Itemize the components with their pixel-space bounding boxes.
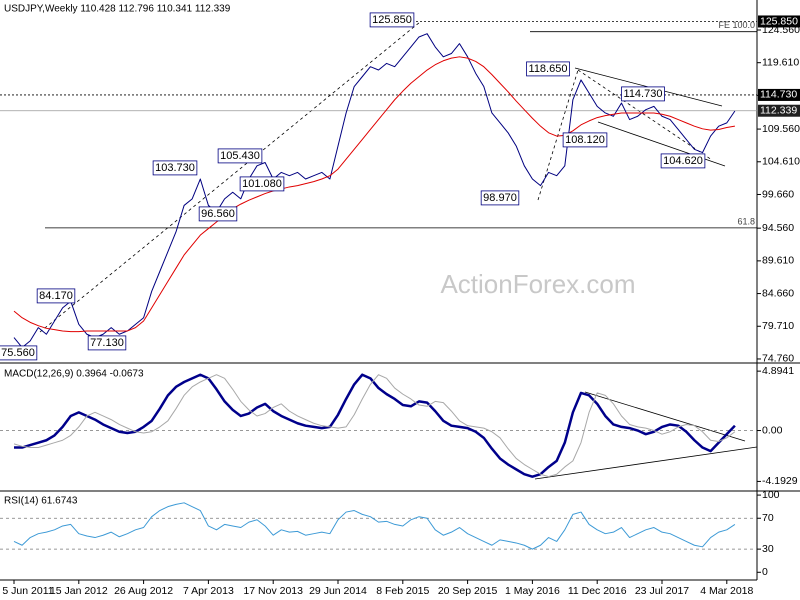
x-tick-label: 26 Aug 2012: [114, 585, 173, 597]
annotation: 101.080: [242, 178, 282, 190]
y-tick-label: 100: [762, 489, 780, 501]
annotation: 77.130: [90, 337, 124, 349]
annotation-box: [0, 345, 38, 361]
y-tick-label: 89.610: [762, 255, 794, 267]
annotation-box: [369, 12, 415, 28]
y-tick-label: 79.710: [762, 320, 794, 332]
annotation: 84.170: [39, 290, 73, 302]
annotation-box: [526, 61, 570, 77]
pane-title: USDJPY,Weekly 110.428 112.796 110.341 11…: [4, 4, 231, 15]
y-tick-label: 109.560: [762, 123, 800, 135]
annotation-box: [198, 206, 238, 222]
annotation: 105.430: [220, 150, 260, 162]
y-tick-label: 84.660: [762, 287, 794, 299]
y-tick-label: 94.560: [762, 222, 794, 234]
annotation: 125.850: [372, 14, 412, 26]
y-tick-label: 99.660: [762, 188, 794, 200]
y-tick-label: 104.610: [762, 156, 800, 168]
series-line: [13, 374, 736, 478]
annotation-box: [36, 288, 76, 304]
x-tick-label: 1 May 2016: [505, 585, 560, 597]
annotation: 104.620: [663, 155, 703, 167]
pane-title: RSI(14) 61.6743: [4, 496, 78, 507]
trend-line: [537, 69, 579, 201]
x-tick-label: 7 Apr 2013: [183, 585, 234, 597]
pane-title: MACD(12,26,9) 0.3964 -0.0673: [4, 369, 144, 380]
level-label: 125.850: [760, 15, 798, 27]
annotation-box: [217, 148, 263, 164]
annotation-box: [152, 160, 198, 176]
y-tick-label: 70: [762, 512, 774, 524]
annotation-box: [239, 176, 285, 192]
level-label-box: [758, 88, 800, 101]
x-tick-label: 11 Dec 2016: [568, 585, 627, 597]
fib-label: FE 100.0: [718, 20, 755, 30]
x-tick-label: 23 Jul 2017: [635, 585, 689, 597]
x-tick-label: 15 Jan 2012: [50, 585, 108, 597]
series-line: [13, 502, 736, 550]
annotation-box: [621, 86, 665, 102]
annotation: 118.650: [529, 63, 568, 75]
annotation: 75.560: [1, 347, 35, 359]
fib-label: 61.8: [737, 216, 755, 226]
y-tick-label: 0.00: [762, 424, 783, 436]
y-tick-label: 124.560: [762, 24, 800, 36]
x-tick-label: 20 Sep 2015: [438, 585, 498, 597]
x-tick-label: 29 Jun 2014: [309, 585, 367, 597]
macd-trend-line: [534, 446, 758, 480]
trend-line: [39, 21, 421, 333]
x-tick-label: 8 Feb 2015: [376, 585, 429, 597]
series-line: [14, 373, 736, 478]
y-tick-label: 4.8941: [762, 365, 794, 377]
annotation: 108.120: [565, 134, 605, 146]
series-line: [13, 56, 735, 333]
x-tick-label: 5 Jun 2011: [2, 585, 53, 597]
y-tick-label: 74.760: [762, 353, 794, 365]
trend-line: [577, 69, 713, 161]
level-label-box: [758, 15, 800, 28]
annotation-box: [660, 153, 706, 169]
level-label: 114.730: [760, 89, 797, 101]
annotation: 114.730: [624, 88, 663, 100]
level-label: 112.339: [760, 105, 797, 117]
x-tick-label: 17 Nov 2013: [243, 585, 303, 597]
y-tick-label: -4.1929: [762, 475, 798, 487]
x-tick-label: 4 Mar 2018: [700, 585, 753, 597]
y-tick-label: 30: [762, 543, 774, 555]
annotation: 103.730: [155, 162, 195, 174]
y-tick-label: 0: [762, 566, 768, 578]
annotation-box: [87, 335, 127, 351]
annotation: 96.560: [201, 208, 235, 220]
level-label-box: [758, 104, 800, 117]
annotation-box: [562, 132, 608, 148]
annotation-box: [480, 190, 520, 206]
annotation: 98.970: [483, 192, 517, 204]
watermark: ActionForex.com: [440, 269, 635, 299]
y-tick-label: 119.610: [762, 56, 799, 68]
macd-trend-line: [584, 391, 746, 442]
